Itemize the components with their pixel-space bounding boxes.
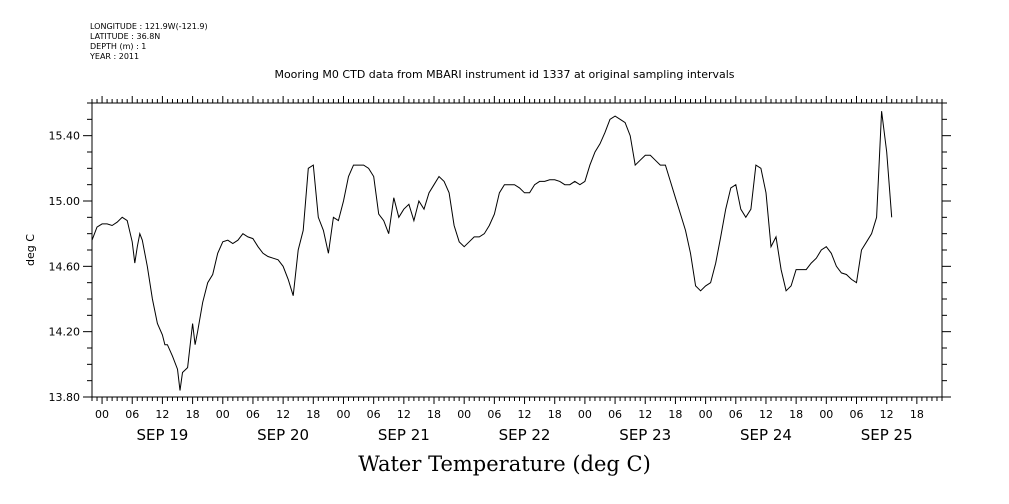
depth-text: DEPTH (m) : 1 [90, 42, 147, 51]
x-hour-label: 12 [880, 408, 894, 421]
x-hour-label: 12 [759, 408, 773, 421]
x-hour-label: 00 [699, 408, 713, 421]
x-hour-label: 18 [548, 408, 562, 421]
x-hour-label: 00 [578, 408, 592, 421]
x-day-label: SEP 24 [740, 426, 792, 444]
main-title: Water Temperature (deg C) [358, 452, 651, 476]
x-day-label: SEP 20 [257, 426, 309, 444]
latitude-text: LATITUDE : 36.8N [90, 32, 161, 41]
x-hour-label: 06 [849, 408, 863, 421]
x-hour-label: 12 [155, 408, 169, 421]
metadata-block: LONGITUDE : 121.9W(-121.9) LATITUDE : 36… [90, 22, 208, 62]
temperature-series-line [91, 111, 893, 391]
x-hour-label: 12 [276, 408, 290, 421]
x-day-label: SEP 25 [861, 426, 913, 444]
longitude-text: LONGITUDE : 121.9W(-121.9) [90, 22, 208, 31]
y-tick-label: 15.00 [49, 195, 81, 208]
year-text: YEAR : 2011 [90, 52, 140, 61]
x-hour-label: 12 [518, 408, 532, 421]
x-hour-label: 00 [216, 408, 230, 421]
x-day-label: SEP 22 [499, 426, 551, 444]
y-axis-label: deg C [24, 234, 37, 266]
x-hour-label: 18 [910, 408, 924, 421]
x-hour-label: 18 [427, 408, 441, 421]
x-hour-label: 00 [457, 408, 471, 421]
x-day-label: SEP 19 [136, 426, 188, 444]
x-hour-label: 18 [186, 408, 200, 421]
x-hour-label: 12 [638, 408, 652, 421]
x-hour-label: 00 [819, 408, 833, 421]
chart-title: Mooring M0 CTD data from MBARI instrumen… [274, 68, 735, 81]
x-day-label: SEP 23 [619, 426, 671, 444]
x-hour-label: 06 [729, 408, 743, 421]
y-tick-label: 13.80 [49, 391, 81, 404]
x-hour-label: 06 [487, 408, 501, 421]
x-hour-label: 00 [95, 408, 109, 421]
x-hour-label: 06 [125, 408, 139, 421]
x-hour-label: 18 [789, 408, 803, 421]
y-tick-label: 15.40 [49, 130, 81, 143]
x-hour-label: 06 [246, 408, 260, 421]
x-day-label: SEP 21 [378, 426, 430, 444]
x-hour-label: 00 [336, 408, 350, 421]
x-hour-label: 18 [668, 408, 682, 421]
x-hour-label: 06 [367, 408, 381, 421]
y-tick-label: 14.20 [49, 326, 81, 339]
x-hour-label: 12 [397, 408, 411, 421]
x-hour-label: 06 [608, 408, 622, 421]
y-tick-label: 14.60 [49, 260, 81, 273]
x-hour-label: 18 [306, 408, 320, 421]
